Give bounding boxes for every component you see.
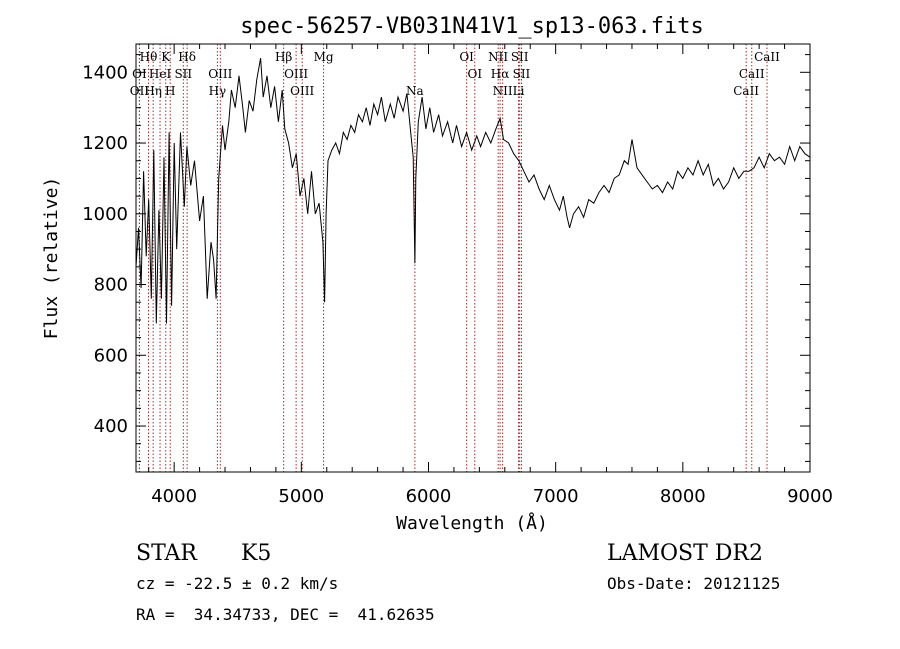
y-tick-label: 1200	[82, 133, 128, 154]
object-class: STAR	[136, 541, 198, 566]
line-marker-label: HeI	[149, 67, 172, 81]
line-marker-label: SII	[511, 50, 529, 64]
chart-title: spec-56257-VB031N41V1_sp13-063.fits	[240, 14, 704, 39]
x-axis-ticks: 4000 5000 6000 7000 8000 9000	[148, 44, 833, 507]
line-marker-label: Hθ	[140, 50, 158, 64]
x-tick-label: 6000	[406, 486, 452, 507]
line-marker-label: OI	[459, 50, 474, 64]
redshift-value: cz = -22.5 ± 0.2 km/s	[136, 574, 338, 593]
y-tick-label: 1400	[82, 62, 128, 83]
y-axis-label: Flux (relative)	[41, 177, 62, 340]
line-marker-label: CaII	[733, 84, 759, 98]
line-marker-label: OIII	[290, 84, 314, 98]
plot-frame	[135, 43, 811, 473]
line-marker-label: K	[161, 50, 171, 64]
survey-name: LAMOST DR2	[607, 541, 763, 566]
line-marker-label: Na	[406, 84, 424, 98]
line-marker-label: Mg	[314, 50, 334, 64]
spectrum-line	[135, 58, 811, 324]
coordinates: RA = 34.34733, DEC = 41.62635	[136, 605, 435, 624]
x-tick-label: 5000	[278, 486, 324, 507]
line-marker-label: Hη	[144, 84, 162, 98]
line-marker-label: NII	[488, 50, 508, 64]
line-marker-label: CaII	[754, 50, 780, 64]
line-marker-label: NII	[493, 84, 513, 98]
object-subclass: K5	[241, 541, 271, 566]
line-marker-label: OI	[132, 67, 147, 81]
line-marker-label: Hδ	[178, 50, 196, 64]
line-marker-label: OIII	[208, 67, 232, 81]
x-tick-label: 9000	[787, 486, 833, 507]
x-tick-label: 4000	[151, 486, 197, 507]
line-marker-label: CaII	[739, 67, 765, 81]
y-tick-label: 600	[94, 345, 128, 366]
line-marker-label: H	[165, 84, 175, 98]
x-tick-label: 7000	[533, 486, 579, 507]
line-marker-label: OIII	[284, 67, 308, 81]
line-marker-label: OII	[130, 84, 150, 98]
y-tick-label: 400	[94, 416, 128, 437]
line-marker-label: SII	[513, 67, 531, 81]
line-marker-label: OI	[467, 67, 482, 81]
emission-line-markers	[138, 44, 768, 472]
y-tick-label: 1000	[82, 204, 128, 225]
line-marker-label: Li	[513, 84, 525, 98]
obs-date: Obs-Date: 20121125	[607, 574, 780, 593]
y-axis-ticks: 400 600 800 1000 1200 1400	[82, 54, 810, 462]
y-tick-label: 800	[94, 275, 128, 296]
line-marker-label: Hγ	[209, 84, 227, 98]
x-tick-label: 8000	[660, 486, 706, 507]
line-marker-label: SII	[174, 67, 192, 81]
line-marker-label: Hα	[491, 67, 510, 81]
line-marker-label: Hβ	[275, 50, 292, 64]
x-axis-label: Wavelength (Å)	[396, 512, 548, 534]
